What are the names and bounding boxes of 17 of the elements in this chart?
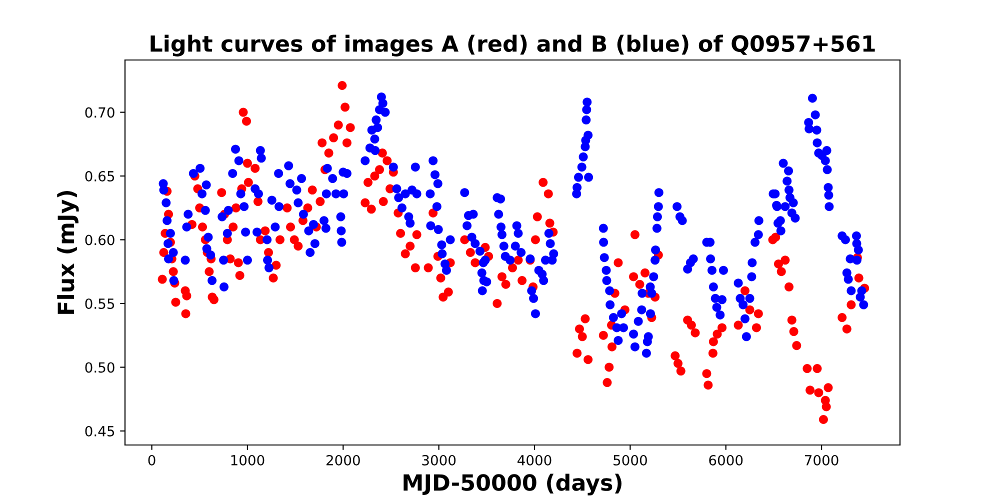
x-tick-label: 2000 <box>326 454 360 466</box>
y-tick-label: 0.45 <box>85 426 114 436</box>
y-tick-label: 0.55 <box>85 298 114 309</box>
y-tick-label: 0.65 <box>85 170 114 182</box>
x-tick-label: 3000 <box>422 454 456 466</box>
x-tick-label: 0 <box>148 454 156 466</box>
x-tick-label: 1000 <box>231 454 264 466</box>
x-tick-label: 4000 <box>518 454 552 466</box>
y-tick-label: 0.50 <box>85 362 114 373</box>
x-tick-label: 6000 <box>709 454 743 466</box>
y-axis-title: Flux (mJy) <box>57 190 79 314</box>
y-tick-label: 0.60 <box>85 234 114 246</box>
x-tick-label: 5000 <box>614 454 647 466</box>
x-axis-title: MJD-50000 (days) <box>404 474 622 496</box>
x-tick-label: 7000 <box>805 454 838 466</box>
y-tick-label: 0.70 <box>85 107 114 118</box>
chart-title: Light curves of images A (red) and B (blue) of Q0957+561 <box>150 34 875 56</box>
